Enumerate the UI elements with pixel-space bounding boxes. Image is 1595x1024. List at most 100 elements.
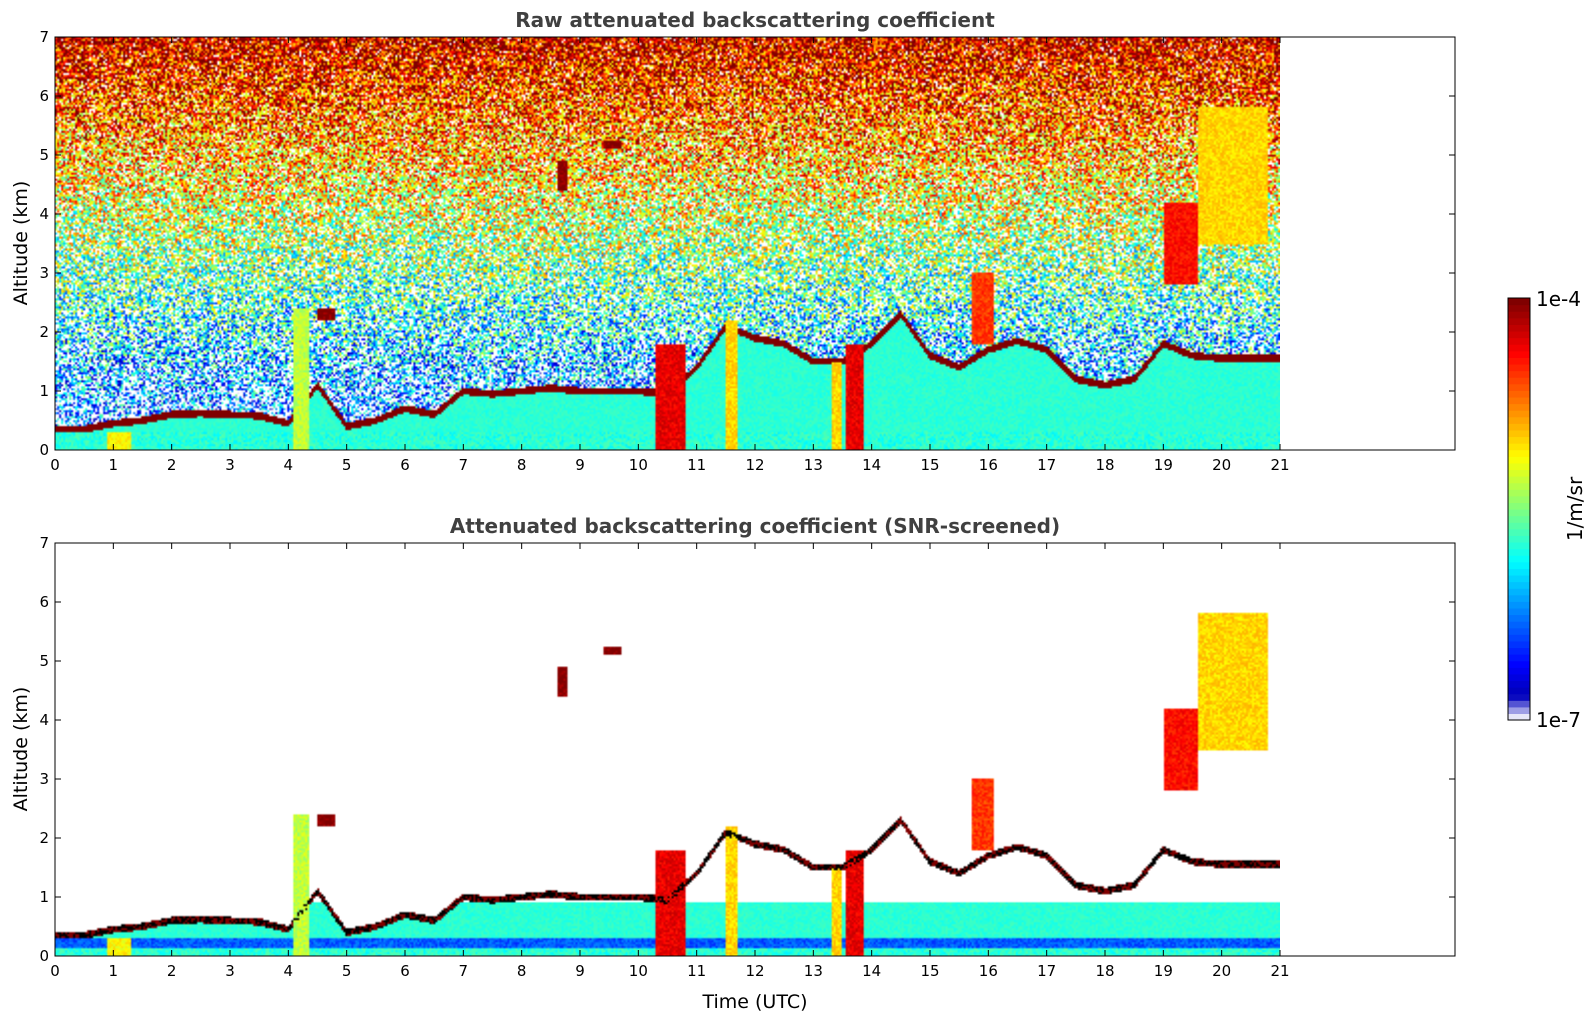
colorbar-stripe <box>1508 700 1530 708</box>
x-tick-label: 19 <box>1154 962 1173 980</box>
y-axis-label: Altitude (km) <box>10 687 32 812</box>
x-tick-label: 18 <box>1095 456 1114 474</box>
colorbar-stripe <box>1508 396 1530 405</box>
x-tick-label: 6 <box>400 962 410 980</box>
x-axis-label: Time (UTC) <box>701 991 807 1013</box>
x-tick-label: 10 <box>629 456 648 474</box>
colorbar-stripe <box>1508 673 1530 682</box>
colorbar-stripe <box>1508 495 1530 504</box>
x-tick-label: 4 <box>284 456 294 474</box>
colorbar-stripe <box>1508 680 1530 688</box>
backscatter-heatmap <box>55 543 1280 956</box>
colorbar-stripe <box>1508 436 1530 444</box>
colorbar-stripe <box>1508 522 1530 530</box>
colorbar-stripe <box>1508 330 1530 339</box>
x-tick-label: 3 <box>225 456 235 474</box>
colorbar: 1e-4 1e-7 1/m/sr <box>1507 287 1587 732</box>
colorbar-stripe <box>1508 574 1530 583</box>
x-tick-label: 13 <box>804 962 823 980</box>
x-tick-label: 5 <box>342 456 352 474</box>
y-tick-label: 4 <box>39 205 49 223</box>
colorbar-gradient <box>1508 298 1530 721</box>
colorbar-stripe <box>1508 443 1530 451</box>
colorbar-stripe <box>1508 687 1530 695</box>
x-tick-label: 21 <box>1270 962 1289 980</box>
colorbar-stripe <box>1508 667 1530 675</box>
colorbar-stripe <box>1508 713 1530 721</box>
colorbar-stripe <box>1508 594 1530 602</box>
y-tick-label: 6 <box>39 87 49 105</box>
colorbar-stripe <box>1508 601 1530 609</box>
colorbar-stripe <box>1508 561 1530 569</box>
y-tick-label: 1 <box>39 888 49 906</box>
y-tick-label: 7 <box>39 534 49 552</box>
x-tick-label: 8 <box>517 456 527 474</box>
colorbar-stripe <box>1508 581 1530 589</box>
colorbar-stripe <box>1508 614 1530 622</box>
colorbar-stripe <box>1508 403 1530 411</box>
colorbar-stripe <box>1508 515 1530 523</box>
x-tick-label: 10 <box>629 962 648 980</box>
colorbar-stripe <box>1508 541 1530 550</box>
colorbar-stripe <box>1508 324 1530 332</box>
colorbar-stripe <box>1508 654 1530 662</box>
colorbar-stripe <box>1508 640 1530 649</box>
x-tick-label: 15 <box>920 456 939 474</box>
y-tick-label: 4 <box>39 711 49 729</box>
x-tick-label: 16 <box>979 962 998 980</box>
y-tick-label: 3 <box>39 264 49 282</box>
colorbar-stripe <box>1508 482 1530 490</box>
colorbar-stripe <box>1508 647 1530 655</box>
x-tick-label: 20 <box>1212 962 1231 980</box>
x-tick-label: 11 <box>687 962 706 980</box>
colorbar-stripe <box>1508 456 1530 464</box>
x-tick-label: 8 <box>517 962 527 980</box>
x-tick-label: 12 <box>745 456 764 474</box>
colorbar-stripe <box>1508 568 1530 576</box>
y-tick-label: 6 <box>39 593 49 611</box>
colorbar-stripe <box>1508 509 1530 517</box>
colorbar-stripe <box>1508 462 1530 471</box>
colorbar-min-label: 1e-7 <box>1536 708 1581 732</box>
x-tick-label: 19 <box>1154 456 1173 474</box>
colorbar-frame <box>1507 297 1531 721</box>
colorbar-stripe <box>1508 357 1530 365</box>
x-tick-label: 2 <box>167 456 177 474</box>
panel-title: Raw attenuated backscattering coefficien… <box>515 8 995 32</box>
colorbar-stripe <box>1508 607 1530 616</box>
y-tick-label: 0 <box>39 947 49 965</box>
x-tick-label: 17 <box>1037 456 1056 474</box>
colorbar-stripe <box>1508 390 1530 398</box>
colorbar-stripe <box>1508 469 1530 477</box>
colorbar-stripe <box>1508 377 1530 385</box>
x-tick-label: 3 <box>225 962 235 980</box>
y-tick-label: 2 <box>39 829 49 847</box>
y-tick-label: 3 <box>39 770 49 788</box>
x-tick-label: 5 <box>342 962 352 980</box>
x-tick-label: 0 <box>50 456 60 474</box>
x-tick-label: 2 <box>167 962 177 980</box>
colorbar-stripe <box>1508 311 1530 319</box>
colorbar-stripe <box>1508 370 1530 378</box>
x-tick-label: 14 <box>862 456 881 474</box>
colorbar-stripe <box>1508 429 1530 438</box>
colorbar-stripe <box>1508 449 1530 457</box>
x-tick-label: 17 <box>1037 962 1056 980</box>
colorbar-stripe <box>1508 363 1530 372</box>
y-axis: 0 1 2 3 4 5 6 7 <box>39 28 1455 459</box>
colorbar-stripe <box>1508 423 1530 431</box>
colorbar-max-label: 1e-4 <box>1536 287 1581 311</box>
colorbar-stripe <box>1508 627 1530 635</box>
x-tick-label: 1 <box>109 962 119 980</box>
x-tick-label: 15 <box>920 962 939 980</box>
y-tick-label: 7 <box>39 28 49 46</box>
colorbar-stripe <box>1508 383 1530 391</box>
colorbar-stripe <box>1508 660 1530 668</box>
colorbar-units-label: 1/m/sr <box>1563 476 1587 541</box>
y-tick-label: 5 <box>39 652 49 670</box>
colorbar-stripe <box>1508 350 1530 358</box>
x-tick-label: 12 <box>745 962 764 980</box>
y-tick-label: 1 <box>39 382 49 400</box>
y-axis: 0 1 2 3 4 5 6 7 <box>39 534 1455 965</box>
